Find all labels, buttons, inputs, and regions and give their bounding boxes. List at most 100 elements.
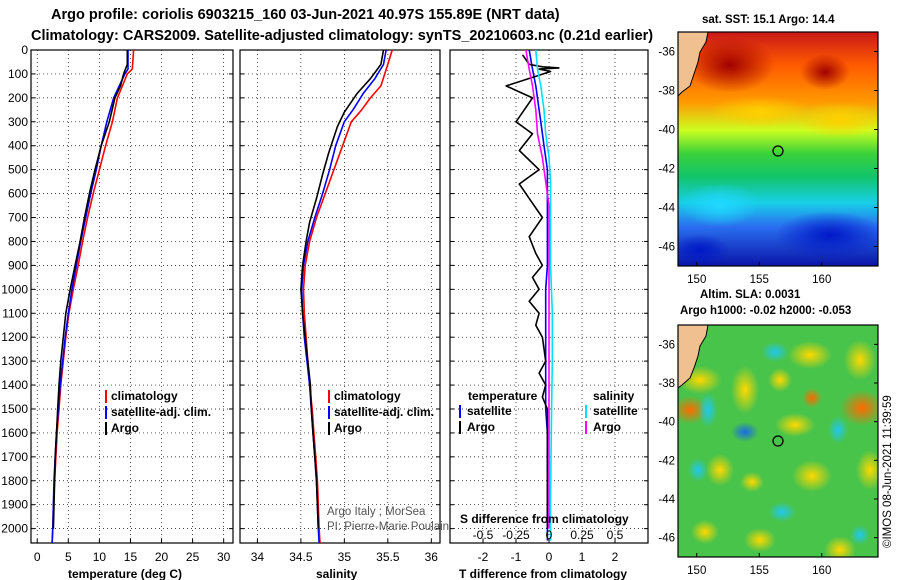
legend-climatology-label: climatology	[111, 389, 178, 403]
sst-map-frame	[677, 31, 879, 267]
sla-land	[678, 325, 709, 389]
sla-map: Altim. SLA: 0.0031 Argo h1000: -0.02 h20…	[658, 289, 879, 577]
x-tick-label: 35.5	[376, 550, 400, 564]
salinity-plot-frame	[239, 49, 441, 544]
y-tick-label: 1300	[1, 354, 28, 368]
legend-s-satellite-swatch	[585, 405, 587, 418]
legend-satellite-swatch	[328, 406, 330, 419]
annotation-line-1: Argo Italy ; MorSea	[327, 506, 426, 518]
x-tick-label: 30	[217, 550, 231, 564]
sla-float-marker	[772, 435, 784, 447]
x-tick-label: 25	[186, 550, 200, 564]
y-tick-label: 0	[21, 43, 28, 57]
map-y-tick-label: -46	[658, 533, 675, 545]
salinity-panel: 34 34.5 35 35.5 36 salinity climatology sate…	[239, 49, 449, 580]
x-tick-label: 1	[579, 550, 586, 564]
y-tick-label: 200	[8, 91, 28, 105]
y-tick-label: 1800	[1, 474, 28, 488]
legend-s-argo-label: Argo	[593, 420, 621, 434]
map-y-tick-label: -36	[658, 339, 675, 351]
y-tick-label: 1500	[1, 402, 28, 416]
salinity-x-label: salinity	[316, 567, 358, 580]
x-tick-label: 34.5	[289, 550, 313, 564]
sla-map-title-2: Argo h1000: -0.02 h2000: -0.053	[680, 305, 851, 317]
legend-argo-label: Argo	[111, 421, 139, 435]
map-y-tick-label: -42	[658, 455, 675, 467]
y-tick-label: 600	[8, 187, 28, 201]
y-tick-label: 1100	[2, 306, 28, 320]
map-x-tick-label: 160	[812, 565, 831, 577]
sla-map-frame	[677, 324, 879, 558]
series-line-argo	[300, 49, 385, 529]
x-tick-label: -1	[511, 550, 522, 564]
sst-land	[678, 32, 709, 97]
sla-field	[678, 325, 878, 557]
legend-temperature-title: temperature	[468, 389, 538, 403]
x-tick-label: 15	[124, 550, 138, 564]
legend-argo-swatch	[328, 422, 330, 435]
temperature-panel: 0100200300400500600700800900100011001200…	[1, 43, 234, 580]
map-y-tick-label: -44	[658, 203, 675, 215]
y-tick-label: 500	[8, 163, 28, 177]
s-difference-x-label: S difference from climatology	[460, 512, 629, 526]
series-line-t-argo	[505, 54, 560, 529]
y-tick-label: 2000	[1, 522, 28, 536]
map-y-tick-label: -44	[658, 494, 675, 506]
y-tick-label: 1000	[1, 282, 28, 296]
series-line-argo	[52, 50, 129, 529]
map-x-tick-label: 160	[812, 274, 831, 286]
x2-tick-label: -0.25	[502, 528, 530, 542]
y-tick-label: 1600	[1, 426, 28, 440]
map-y-tick-label: -42	[658, 164, 675, 176]
y-tick-label: 1700	[1, 450, 28, 464]
x-tick-label: 0	[546, 550, 553, 564]
legend-t-satellite-label: satellite	[467, 404, 512, 418]
y-tick-label: 900	[8, 258, 28, 272]
x-tick-label: 10	[93, 550, 107, 564]
legend-t-satellite-swatch	[459, 405, 461, 418]
legend-argo-label: Argo	[334, 421, 362, 435]
sst-map: sat. SST: 15.1 Argo: 14.4	[658, 14, 879, 286]
annotation-line-2: PI: Pierre-Marie Poulain	[327, 521, 449, 533]
x2-tick-label: 0.25	[570, 528, 594, 542]
series-line-climatology	[302, 49, 393, 544]
map-y-tick-label: -46	[658, 242, 675, 254]
x-tick-label: 20	[155, 550, 169, 564]
x-tick-label: 34	[251, 550, 265, 564]
x-tick-label: 36	[425, 550, 439, 564]
legend-satellite-swatch	[105, 406, 107, 419]
legend-climatology-label: climatology	[334, 389, 401, 403]
sst-field	[678, 32, 878, 266]
y-tick-label: 1900	[1, 498, 28, 512]
legend-t-argo-swatch	[459, 421, 461, 434]
sst-float-marker	[772, 145, 784, 157]
x-tick-label: 35	[338, 550, 352, 564]
y-tick-label: 700	[8, 211, 28, 225]
y-tick-label: 400	[8, 139, 28, 153]
y-tick-label: 800	[8, 234, 28, 248]
legend-salinity-title: salinity	[593, 389, 635, 403]
difference-panel: -2 -1 0 1 2 -0.5 -0.25 0 0.25 0.5 S difference fr…	[449, 49, 649, 580]
sla-map-title-1: Altim. SLA: 0.0031	[700, 289, 801, 301]
legend-s-satellite-label: satellite	[593, 404, 638, 418]
title-line-1: Argo profile: coriolis 6903215_160 03-Ju…	[51, 7, 560, 23]
legend-satellite-label: satellite-adj. clim.	[111, 405, 211, 419]
temperature-x-label: temperature (deg C)	[68, 567, 182, 580]
map-y-tick-label: -36	[658, 47, 675, 59]
y-tick-label: 100	[8, 67, 28, 81]
x-tick-label: 5	[65, 550, 72, 564]
y-tick-label: 1400	[1, 378, 28, 392]
y-tick-label: 300	[8, 115, 28, 129]
x2-tick-label: 0.5	[607, 528, 624, 542]
x-tick-label: 0	[34, 550, 41, 564]
salinity-legend: climatology satellite-adj. clim. Argo	[328, 389, 434, 435]
legend-climatology-swatch	[328, 390, 330, 403]
map-y-tick-label: -40	[658, 125, 675, 137]
title-line-2: Climatology: CARS2009. Satellite-adjuste…	[31, 28, 653, 44]
series-line-s-satellite	[535, 49, 554, 541]
temperature-legend: climatology satellite-adj. clim. Argo	[105, 389, 211, 435]
legend-satellite-label: satellite-adj. clim.	[334, 405, 434, 419]
map-x-tick-label: 150	[687, 565, 706, 577]
series-line-s-argo	[525, 49, 550, 529]
